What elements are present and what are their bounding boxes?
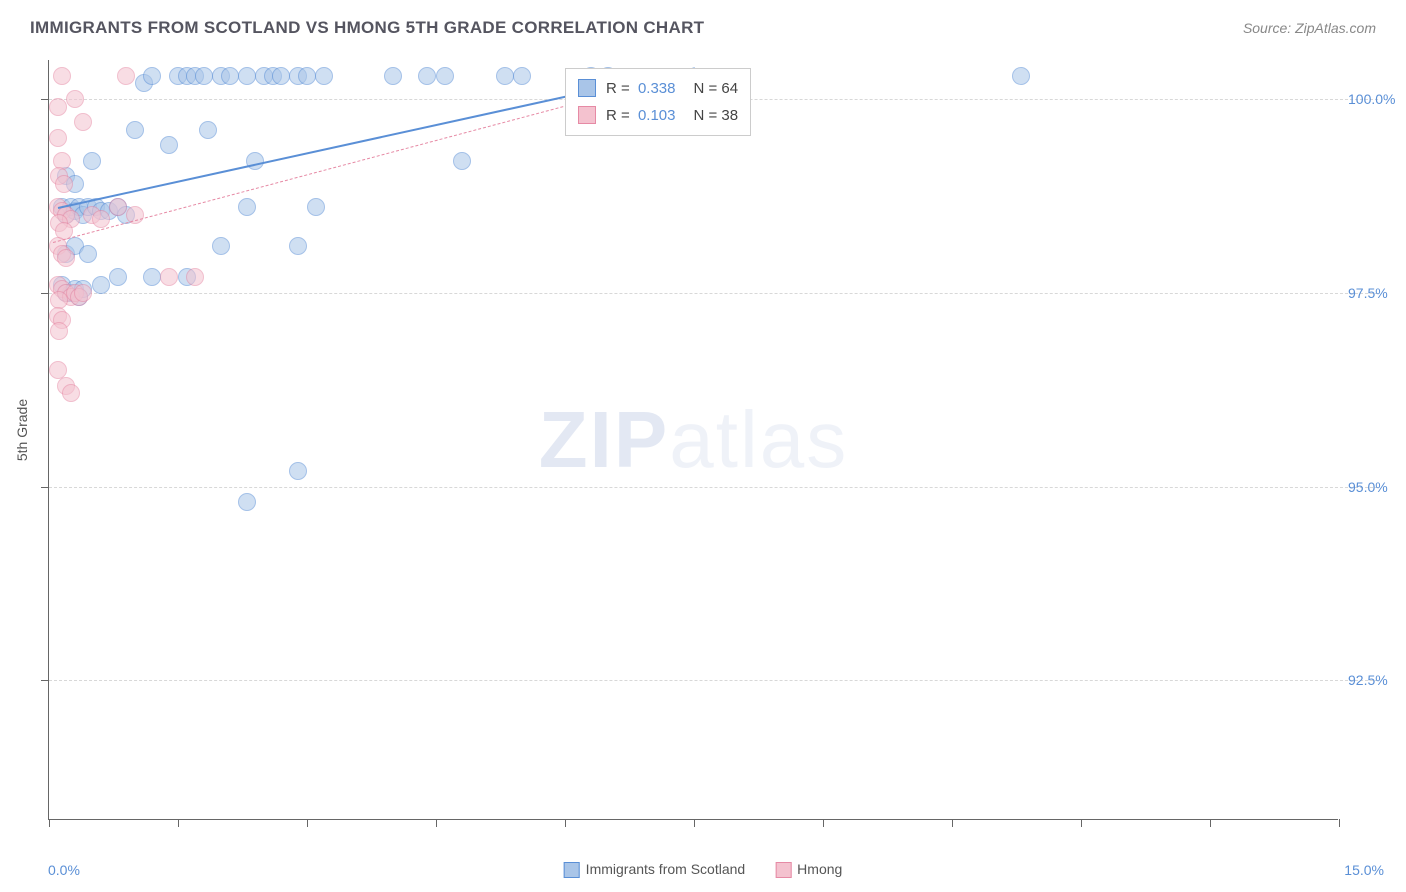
scatter-point-scotland [496, 67, 514, 85]
scatter-point-hmong [109, 198, 127, 216]
xtick [952, 819, 953, 827]
watermark: ZIPatlas [539, 394, 848, 486]
watermark-light: atlas [669, 395, 848, 484]
ytick [41, 487, 49, 488]
scatter-point-hmong [53, 67, 71, 85]
ytick-label: 100.0% [1348, 91, 1406, 107]
xaxis-label-max: 15.0% [1344, 862, 1384, 878]
scatter-point-scotland [436, 67, 454, 85]
legend-swatch-scotland [564, 862, 580, 878]
scatter-point-scotland [143, 67, 161, 85]
watermark-bold: ZIP [539, 395, 669, 484]
ytick [41, 293, 49, 294]
legend-swatch-hmong [775, 862, 791, 878]
scatter-point-hmong [186, 268, 204, 286]
scatter-point-scotland [298, 67, 316, 85]
xtick [307, 819, 308, 827]
source-text: Source: ZipAtlas.com [1243, 20, 1376, 36]
correlation-legend: R = 0.338N = 64R = 0.103N = 38 [565, 68, 751, 136]
legend-row-hmong: R = 0.103N = 38 [578, 102, 738, 129]
legend-swatch-hmong [578, 106, 596, 124]
scatter-point-scotland [289, 237, 307, 255]
xtick [565, 819, 566, 827]
scatter-point-scotland [513, 67, 531, 85]
scatter-point-scotland [307, 198, 325, 216]
xtick [436, 819, 437, 827]
xtick [1339, 819, 1340, 827]
ytick [41, 680, 49, 681]
ytick-label: 97.5% [1348, 285, 1406, 301]
scatter-point-scotland [109, 268, 127, 286]
chart-title: IMMIGRANTS FROM SCOTLAND VS HMONG 5TH GR… [30, 18, 704, 38]
plot-area: ZIPatlas 92.5%95.0%97.5%100.0%R = 0.338N… [48, 60, 1338, 820]
legend-item-hmong: Hmong [775, 861, 842, 878]
xtick [823, 819, 824, 827]
ytick-label: 95.0% [1348, 479, 1406, 495]
scatter-point-scotland [289, 462, 307, 480]
scatter-point-scotland [199, 121, 217, 139]
scatter-point-scotland [384, 67, 402, 85]
gridline-h [49, 680, 1378, 681]
scatter-point-scotland [238, 67, 256, 85]
scatter-point-scotland [126, 121, 144, 139]
scatter-point-scotland [315, 67, 333, 85]
scatter-point-scotland [238, 198, 256, 216]
legend-label-hmong: Hmong [797, 861, 842, 877]
gridline-h [49, 293, 1378, 294]
scatter-point-hmong [55, 175, 73, 193]
legend-stats-hmong: R = 0.103N = 38 [606, 102, 738, 129]
ytick [41, 99, 49, 100]
scatter-point-scotland [453, 152, 471, 170]
scatter-point-hmong [66, 90, 84, 108]
legend-swatch-scotland [578, 79, 596, 97]
legend-row-scotland: R = 0.338N = 64 [578, 75, 738, 102]
scatter-point-scotland [143, 268, 161, 286]
scatter-point-hmong [62, 384, 80, 402]
scatter-point-hmong [160, 268, 178, 286]
scatter-point-scotland [238, 493, 256, 511]
legend-label-scotland: Immigrants from Scotland [586, 861, 746, 877]
legend-stats-scotland: R = 0.338N = 64 [606, 75, 738, 102]
scatter-point-hmong [49, 129, 67, 147]
scatter-point-scotland [212, 237, 230, 255]
xtick [178, 819, 179, 827]
scatter-point-scotland [160, 136, 178, 154]
gridline-h [49, 487, 1378, 488]
scatter-point-hmong [50, 322, 68, 340]
yaxis-title: 5th Grade [14, 399, 30, 461]
scatter-point-scotland [79, 245, 97, 263]
scatter-point-scotland [272, 67, 290, 85]
ytick-label: 92.5% [1348, 672, 1406, 688]
scatter-point-scotland [1012, 67, 1030, 85]
scatter-point-hmong [117, 67, 135, 85]
scatter-point-hmong [74, 284, 92, 302]
scatter-point-hmong [49, 98, 67, 116]
scatter-point-scotland [92, 276, 110, 294]
title-bar: IMMIGRANTS FROM SCOTLAND VS HMONG 5TH GR… [30, 18, 1376, 38]
scatter-point-scotland [418, 67, 436, 85]
xtick [694, 819, 695, 827]
scatter-point-hmong [57, 249, 75, 267]
xtick [1081, 819, 1082, 827]
scatter-point-scotland [221, 67, 239, 85]
xaxis-label-min: 0.0% [48, 862, 80, 878]
scatter-point-hmong [49, 361, 67, 379]
xtick [1210, 819, 1211, 827]
scatter-point-scotland [83, 152, 101, 170]
scatter-point-hmong [74, 113, 92, 131]
scatter-point-scotland [195, 67, 213, 85]
bottom-legend: Immigrants from Scotland Hmong [564, 861, 843, 878]
legend-item-scotland: Immigrants from Scotland [564, 861, 746, 878]
xtick [49, 819, 50, 827]
scatter-point-hmong [92, 210, 110, 228]
